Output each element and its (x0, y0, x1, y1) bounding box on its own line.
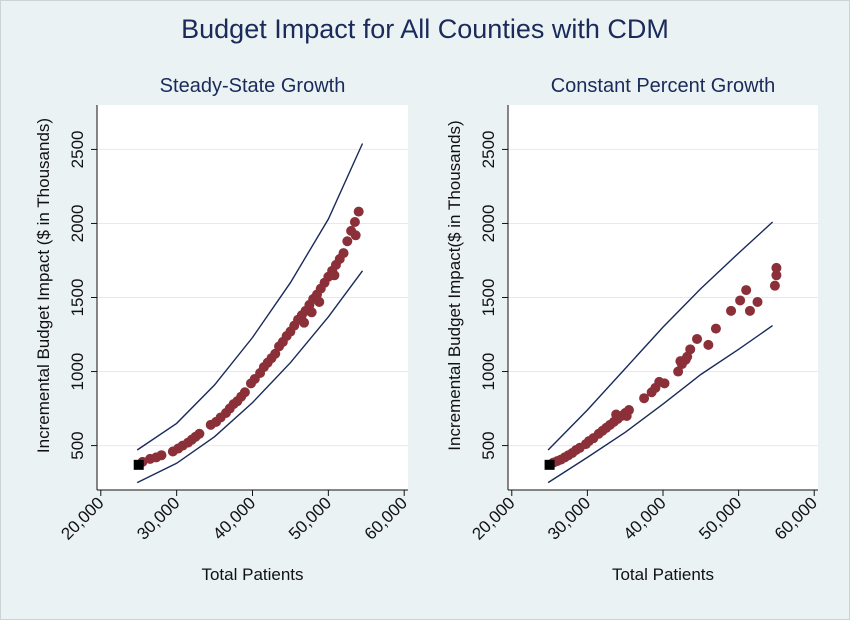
x-tick-label: 20,000 (468, 493, 518, 543)
y-tick-label: 2000 (68, 205, 87, 243)
y-tick-label: 1500 (479, 279, 498, 317)
data-point (342, 236, 353, 247)
data-point (741, 285, 752, 296)
baseline-marker (544, 459, 555, 470)
data-point (194, 428, 205, 439)
data-point (744, 305, 755, 316)
upper-bound-line (547, 221, 774, 451)
lower-bound-line (547, 325, 774, 484)
x-tick-label: 50,000 (695, 493, 745, 543)
data-point (239, 387, 250, 398)
panel-title: Steady-State Growth (160, 75, 346, 97)
y-tick-label: 2000 (479, 205, 498, 243)
upper-bound-line (136, 143, 364, 451)
data-point (621, 410, 632, 421)
data-point (639, 393, 650, 404)
data-point (703, 339, 714, 350)
x-tick-label: 30,000 (544, 493, 594, 543)
data-point (682, 351, 693, 362)
baseline-marker (133, 459, 144, 470)
x-axis-title: Total Patients (612, 565, 714, 584)
y-tick-label: 500 (479, 431, 498, 459)
y-tick-label: 2500 (479, 131, 498, 169)
data-point (673, 366, 684, 377)
data-point (350, 230, 361, 241)
main-title: Budget Impact for All Counties with CDM (181, 14, 669, 44)
data-point (771, 270, 782, 281)
x-tick-label: 50,000 (285, 493, 335, 543)
panel-steady-state: Steady-State Growth Incremental Budget I… (34, 75, 411, 584)
x-tick-label: 60,000 (361, 493, 411, 543)
y-tick-label: 1000 (68, 353, 87, 391)
data-point (349, 216, 360, 227)
y-axis-title: Incremental Budget Impact($ in Thousands… (445, 120, 464, 450)
y-tick-label: 1500 (68, 279, 87, 317)
x-tick-label: 30,000 (133, 493, 183, 543)
data-point (659, 378, 670, 389)
data-point (611, 409, 622, 420)
data-point (156, 450, 167, 461)
data-point (338, 248, 349, 259)
y-tick-label: 1000 (479, 353, 498, 391)
panel-constant-percent: Constant Percent Growth Incremental Budg… (445, 75, 821, 584)
x-axis-title: Total Patients (201, 565, 303, 584)
data-point (710, 323, 721, 334)
data-point (769, 280, 780, 291)
data-point (752, 296, 763, 307)
x-tick-label: 60,000 (771, 493, 821, 543)
x-tick-label: 20,000 (57, 493, 107, 543)
data-point (735, 295, 746, 306)
data-point (771, 262, 782, 273)
x-tick-label: 40,000 (620, 493, 670, 543)
data-point (692, 333, 703, 344)
data-point (353, 206, 364, 217)
data-point (726, 305, 737, 316)
data-point (270, 348, 281, 359)
y-tick-label: 2500 (68, 131, 87, 169)
y-axis-title: Incremental Budget Impact ($ in Thousand… (34, 118, 53, 453)
data-point (314, 296, 325, 307)
data-point (306, 307, 317, 318)
lower-bound-line (136, 270, 364, 484)
x-tick-label: 40,000 (209, 493, 259, 543)
panel-title: Constant Percent Growth (551, 75, 776, 97)
data-point (329, 270, 340, 281)
y-tick-label: 500 (68, 431, 87, 459)
data-point (299, 317, 310, 328)
